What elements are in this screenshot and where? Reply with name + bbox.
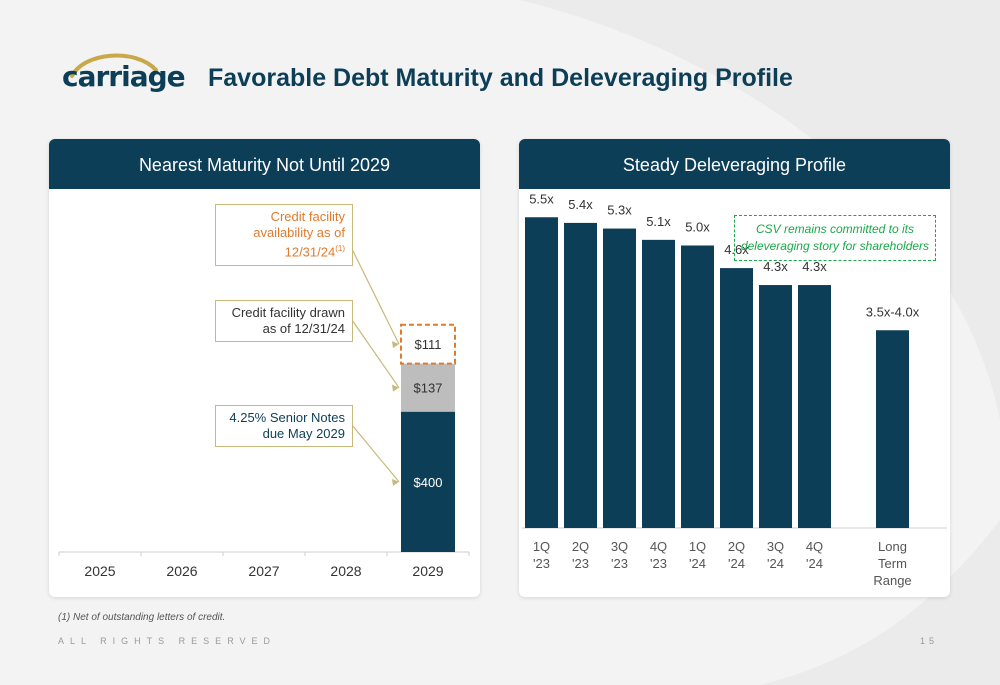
x-tick-label: 2029 [412,563,443,579]
bar-value-label: $400 [414,475,443,490]
x-tick-label: 2Q [572,539,589,554]
x-tick-label: Range [873,573,911,588]
x-tick-label: 1Q [689,539,706,554]
bar-segment [401,363,455,412]
x-tick-label: '23 [650,556,667,571]
callout-connector [351,319,400,388]
x-tick-label: 4Q [650,539,667,554]
callout-connector [351,248,400,345]
callout-arrow-icon [392,478,399,486]
leverage-bar [525,217,558,528]
callout-senior-notes: 4.25% Senior Notes due May 2029 [215,405,353,447]
leverage-bar [798,285,831,528]
leverage-bar [681,245,714,528]
leverage-bar [603,228,636,529]
x-tick-label: '24 [806,556,823,571]
x-tick-label: '23 [611,556,628,571]
leverage-chart: 5.5x 1Q '23 5.4x 2Q '23 5.3x 3Q '23 5.1x 4Q '23 5.0x… [522,191,947,588]
x-tick-label: '23 [572,556,589,571]
x-tick-label: Long [878,539,907,554]
callout-arrow-icon [392,341,399,349]
bar-value-label: 4.6x [724,242,749,257]
bar-value-label: 5.0x [685,220,710,235]
deleveraging-note: CSV remains committed to its deleveragin… [734,215,936,261]
carriage-logo-arc-icon [70,53,158,78]
x-tick-label: '24 [767,556,784,571]
x-tick-label: 2025 [84,563,115,579]
debt-maturity-panel: Nearest Maturity Not Until 2029 2025 2026… [49,139,480,597]
footnote: (1) Net of outstanding letters of credit… [58,612,226,623]
bar-value-label: 4.3x [802,259,827,274]
maturity-chart: 2025 2026 2027 2028 2029 $400 $137 $111 [58,248,470,579]
rights-reserved: ALL RIGHTS RESERVED [58,636,277,646]
bar-value-label: 5.3x [607,203,632,218]
bar-value-label: 5.4x [568,197,593,212]
x-tick-label: 4Q [806,539,823,554]
bar-value-label: 3.5x-4.0x [866,304,920,319]
bar-value-label: 4.3x [763,259,788,274]
bar-segment [400,323,456,365]
x-tick-label: '23 [533,556,550,571]
carriage-logo: carriage [62,60,186,93]
x-tick-label: 2026 [166,563,197,579]
leverage-bar [642,239,675,528]
panel-header-deleveraging: Steady Deleveraging Profile [519,139,950,189]
callout-drawn: Credit facility drawn as of 12/31/24 [215,300,353,342]
bar-value-label: 5.1x [646,214,671,229]
x-tick-label: 2027 [248,563,279,579]
bar-segment [401,411,455,552]
leverage-bar [720,268,753,528]
callout-drawn-text: Credit facility drawn as of 12/31/24 [231,305,345,336]
x-tick-label: '24 [728,556,745,571]
x-tick-label: Term [878,556,907,571]
leverage-bar [876,330,909,528]
callout-arrow-icon [392,384,399,392]
bar-value-label: $137 [414,381,443,396]
deleveraging-panel: Steady Deleveraging Profile 5.5x 1Q '23 5.4… [519,139,950,597]
x-tick-label: '24 [689,556,706,571]
x-tick-label: 3Q [767,539,784,554]
x-tick-label: 2028 [330,563,361,579]
x-tick-label: 2Q [728,539,745,554]
page-title: Favorable Debt Maturity and Deleveraging… [208,64,793,92]
callout-availability: Credit facility availability as of 12/31… [215,204,353,266]
callout-senior-notes-text: 4.25% Senior Notes due May 2029 [229,410,345,441]
callout-connector [351,424,400,483]
leverage-bar [759,285,792,528]
bar-value-label: $111 [415,337,442,352]
callout-availability-text: Credit facility availability as of 12/31… [253,209,345,260]
page-number: 15 [920,636,939,646]
x-tick-label: 1Q [533,539,550,554]
panel-header-maturity: Nearest Maturity Not Until 2029 [49,139,480,189]
leverage-bar [564,222,597,528]
bar-value-label: 5.5x [529,191,554,206]
x-tick-label: 3Q [611,539,628,554]
footnote-marker: (1) [335,244,345,253]
